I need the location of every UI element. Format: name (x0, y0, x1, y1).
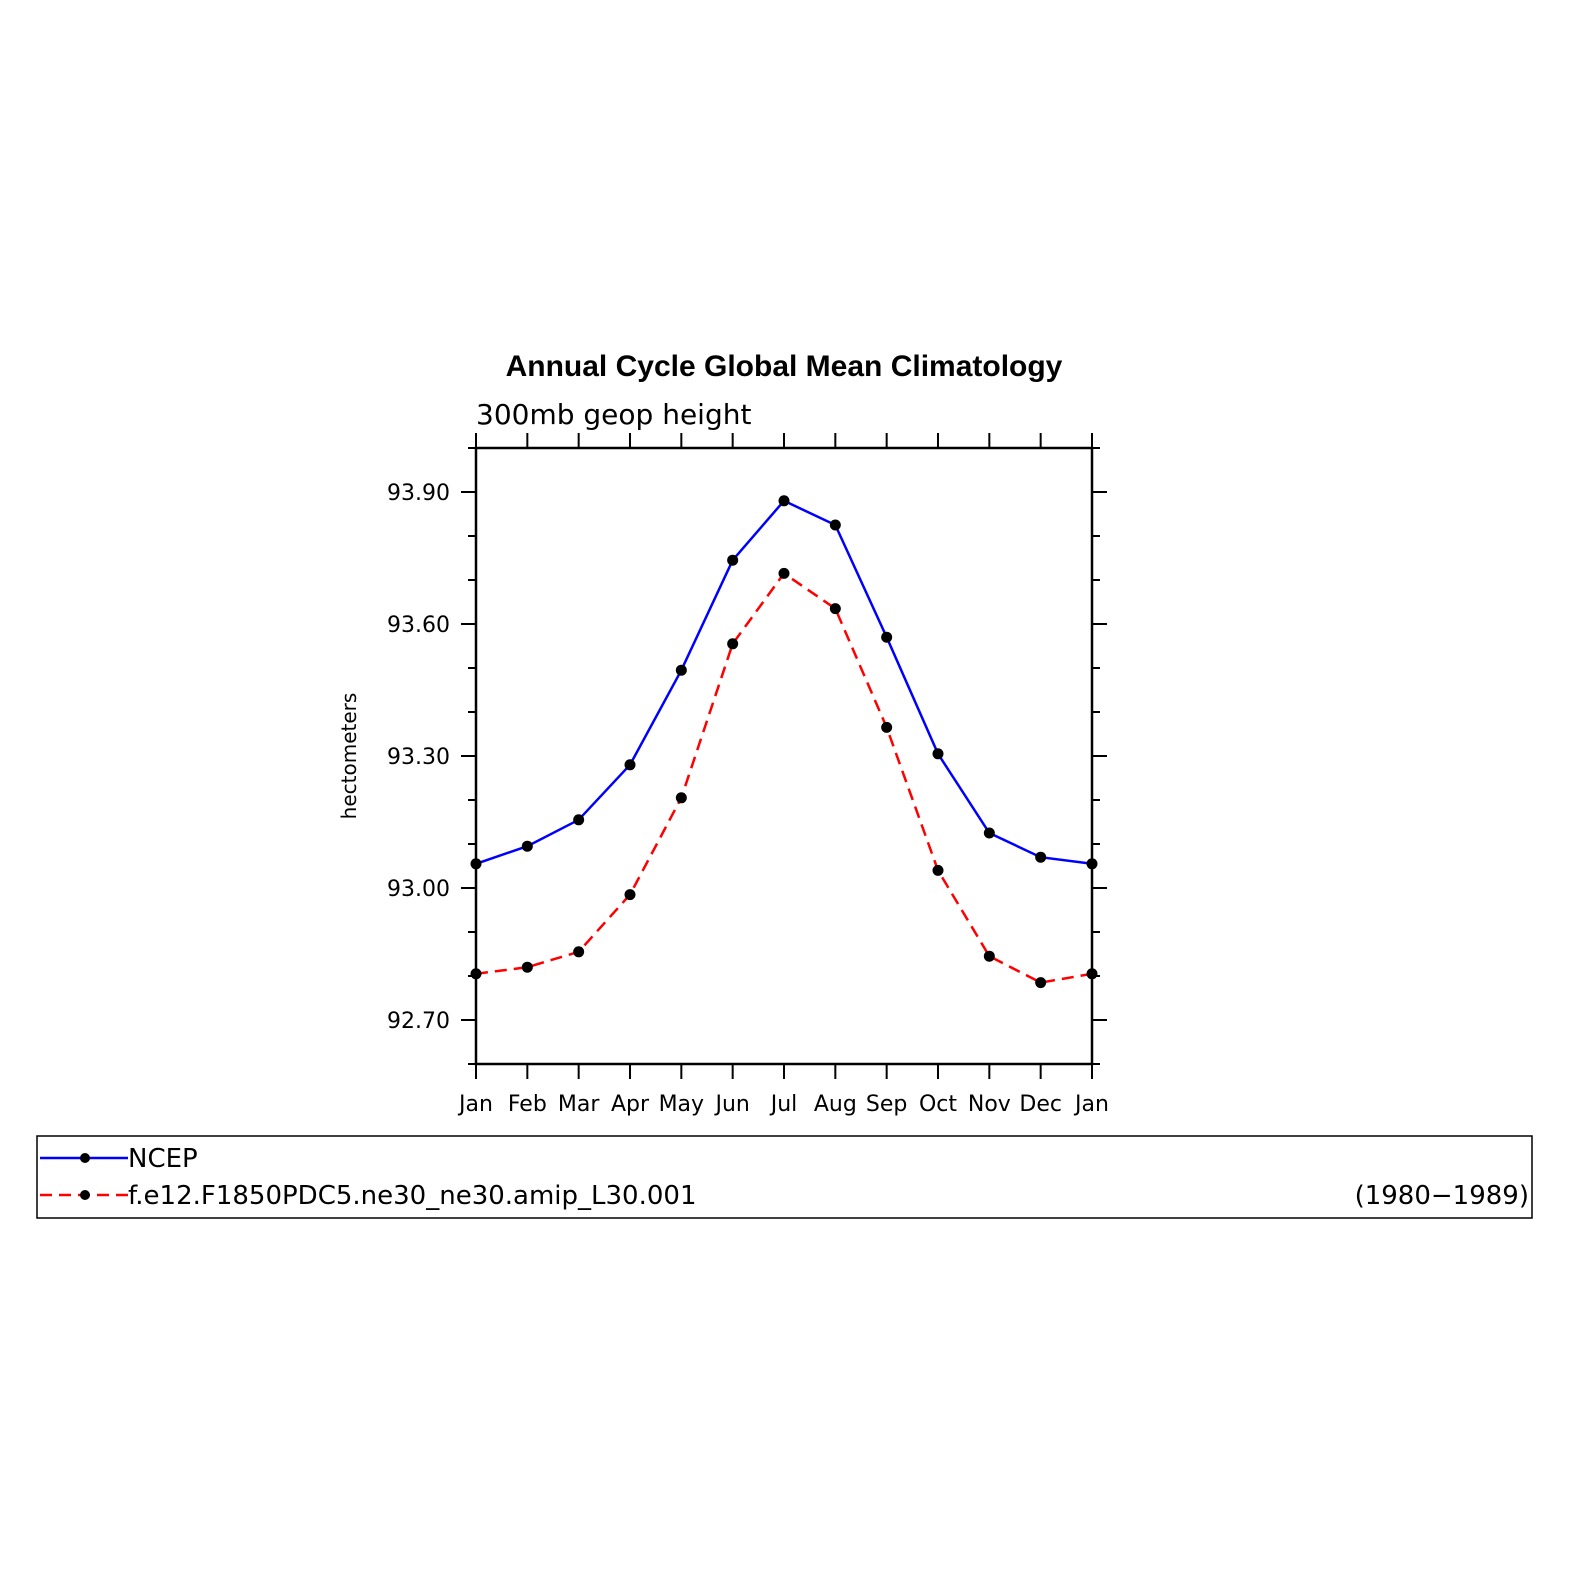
x-tick-label: Mar (558, 1092, 600, 1117)
y-tick-label: 93.30 (387, 745, 450, 770)
series-line-1 (475, 571, 1093, 984)
x-tick-label: Jan (457, 1092, 493, 1117)
data-point-0 (470, 858, 482, 870)
legend-marker-ncep (80, 1153, 90, 1163)
data-point-0 (983, 827, 995, 839)
y-axis-label: hectometers (337, 693, 361, 820)
x-tick-labels: Jan Feb Mar Apr May Jun Jul Aug Sep Oct Nov Dec Jan (457, 1092, 1109, 1117)
legend-entry-model: f.e12.F1850PDC5.ne30_ne30.amip_L30.001 (40, 1181, 696, 1211)
x-tick-label: Nov (968, 1092, 1011, 1117)
data-point-1 (675, 792, 687, 804)
data-point-0 (881, 631, 893, 643)
y-tick-label: 93.00 (387, 877, 450, 902)
x-tick-label: Sep (866, 1092, 907, 1117)
data-point-1 (573, 946, 585, 958)
data-point-0 (829, 519, 841, 531)
data-point-0 (1035, 851, 1047, 863)
data-point-0 (932, 748, 944, 760)
x-tick-label: Dec (1019, 1092, 1062, 1117)
x-tick-label: Jul (769, 1092, 798, 1117)
data-point-1 (932, 864, 944, 876)
data-point-0 (1086, 858, 1098, 870)
x-tick-label: Aug (814, 1092, 857, 1117)
legend-entry-ncep: NCEP (40, 1144, 198, 1174)
legend-marker-model (80, 1190, 90, 1200)
plot-frame (474, 446, 1094, 1066)
data-point-0 (778, 495, 790, 507)
data-point-1 (983, 950, 995, 962)
data-point-1 (1035, 977, 1047, 989)
data-point-1 (829, 603, 841, 615)
legend-period: (1980−1989) (1355, 1181, 1529, 1211)
data-point-1 (1086, 968, 1098, 980)
data-point-0 (573, 814, 585, 826)
data-point-0 (624, 759, 636, 771)
legend-box (36, 1135, 1533, 1219)
data-point-0 (675, 664, 687, 676)
axis-ticks (461, 433, 1107, 1079)
data-point-1 (521, 961, 533, 973)
x-tick-label: May (659, 1092, 704, 1117)
data-point-1 (778, 567, 790, 579)
legend-label-ncep: NCEP (128, 1144, 198, 1174)
data-point-1 (881, 721, 893, 733)
series-layer (470, 495, 1098, 989)
y-tick-label: 93.60 (387, 613, 450, 638)
x-tick-label: Feb (508, 1092, 547, 1117)
series-line-0 (475, 499, 1093, 866)
chart-subtitle: 300mb geop height (476, 398, 751, 431)
x-tick-label: Jun (713, 1092, 749, 1117)
data-point-1 (727, 638, 739, 650)
data-point-0 (727, 554, 739, 566)
x-tick-label: Apr (611, 1092, 650, 1117)
chart-title: Annual Cycle Global Mean Climatology (506, 350, 1063, 383)
y-tick-label: 92.70 (387, 1009, 450, 1034)
y-tick-labels: 93.90 93.60 93.30 93.00 92.70 (387, 481, 450, 1034)
data-point-1 (624, 889, 636, 901)
x-tick-label: Oct (919, 1092, 957, 1117)
data-point-1 (470, 968, 482, 980)
data-point-0 (521, 840, 533, 852)
y-tick-label: 93.90 (387, 481, 450, 506)
x-tick-label: Jan (1073, 1092, 1109, 1117)
legend-label-model: f.e12.F1850PDC5.ne30_ne30.amip_L30.001 (128, 1181, 696, 1211)
